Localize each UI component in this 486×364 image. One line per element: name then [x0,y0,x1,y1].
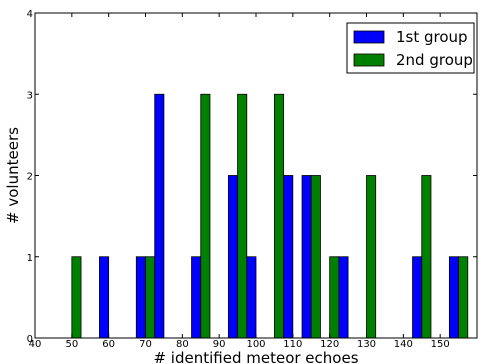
legend: 1st group 2nd group [346,22,475,74]
bar-group2-155 [458,256,469,339]
legend-label-1st-group: 1st group [396,28,468,46]
bar-group1-110 [283,175,294,339]
bar-group1-75 [154,93,165,339]
x-tick-label: 40 [29,339,42,350]
bar-group1-115 [301,175,312,339]
bar-group2-95 [237,93,248,339]
bar-group2-120 [329,256,340,339]
y-axis-label: # volunteers [4,127,22,224]
x-tick-label: 70 [139,339,152,350]
bar-group1-100 [246,256,257,339]
bars-layer [71,93,469,339]
bar-group2-105 [274,93,285,339]
x-tick-label: 80 [176,339,189,350]
bar-group1-85 [191,256,202,339]
bar-group1-155 [448,256,459,339]
legend-swatch-2nd-group [353,53,385,67]
bar-group2-130 [366,175,377,339]
bar-group1-70 [135,256,146,339]
bar-group1-125 [338,256,349,339]
x-tick-label: 50 [65,339,78,350]
y-tick-label: 2 [27,172,33,183]
x-tick-label: 60 [102,339,115,350]
x-tick-label: 100 [246,339,265,350]
x-tick-label: 90 [213,339,226,350]
bar-group1-60 [99,256,110,339]
x-tick-label: 120 [320,339,339,350]
y-tick-label: 3 [27,90,33,101]
x-tick-label: 150 [431,339,450,350]
y-tick-label: 0 [27,334,33,345]
ticks-layer: 40 50 60 70 80 90 100 110 120 130 140 150 0 1 2 3 4 [27,9,477,350]
x-tick-label: 140 [394,339,413,350]
plot-frame [34,12,478,339]
bar-group2-115 [310,175,321,339]
legend-swatch-1st-group [353,30,385,44]
legend-label-2nd-group: 2nd group [396,51,473,69]
x-axis-label: # identified meteor echoes [153,349,358,364]
y-tick-label: 4 [27,9,33,20]
x-tick-label: 130 [357,339,376,350]
y-tick-label: 1 [27,253,33,264]
bar-group2-50 [71,256,82,339]
bar-group1-95 [227,175,238,339]
bar-group2-70 [145,256,156,339]
bar-group1-145 [412,256,423,339]
bar-group2-85 [200,93,211,339]
x-tick-label: 110 [283,339,302,350]
bar-group2-145 [421,175,432,339]
